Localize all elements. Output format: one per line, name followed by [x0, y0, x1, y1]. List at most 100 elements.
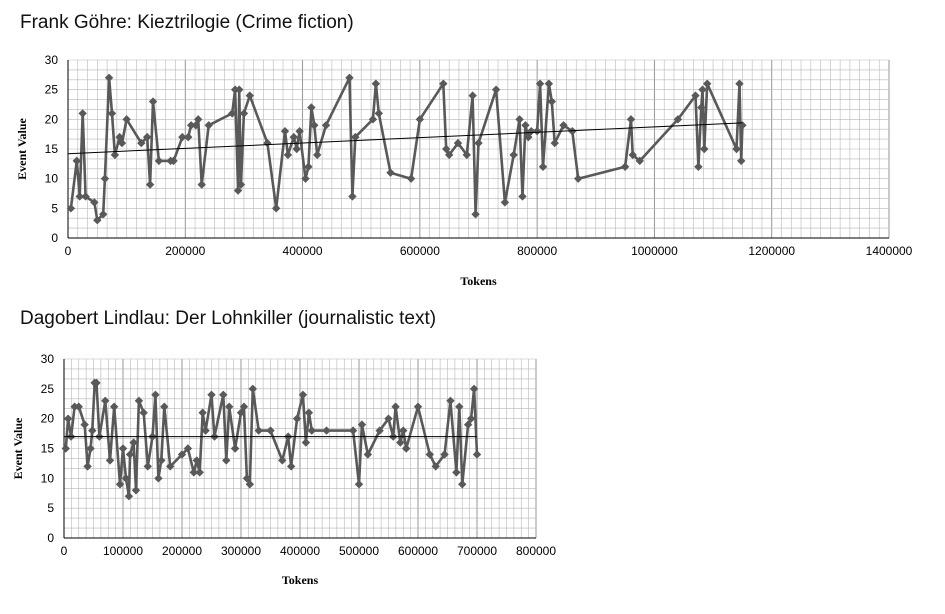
chart2-y-tick-label: 15 [41, 442, 55, 456]
chart1-data-point [462, 150, 471, 160]
chart2-x-tick-label: 100000 [103, 544, 143, 558]
chart2-x-tick-label: 600000 [398, 544, 438, 558]
chart2-data-point [245, 480, 255, 489]
chart1-data-point [292, 144, 301, 154]
chart2-data-point [101, 396, 110, 405]
chart2-data-point [348, 426, 358, 435]
chart2-x-tick-label: 0 [61, 544, 68, 558]
chart2-data-point [472, 450, 482, 459]
chart1-data-point [491, 85, 501, 94]
chart1-data-point [515, 115, 524, 124]
chart2-y-tick-label: 0 [47, 531, 54, 545]
chart2-data-point [201, 426, 210, 435]
chart2-data-point [354, 480, 364, 489]
chart2-x-tick-label: 300000 [221, 544, 261, 558]
chart2-data-point [225, 402, 234, 411]
chart2-x-tick-label: 400000 [280, 544, 320, 558]
chart1-data-point [115, 132, 124, 142]
chart2-data-point [384, 414, 393, 423]
chart1-data-point [527, 127, 536, 136]
chart1-data-point [509, 150, 518, 160]
chart2-data-point [125, 450, 135, 459]
chart1-data-point [524, 132, 533, 142]
chart2-data-point [121, 474, 131, 483]
chart1-data-point [197, 180, 206, 189]
chart1-data-point [538, 162, 548, 171]
chart2-data-point [375, 426, 384, 435]
chart1-data-point [453, 138, 463, 148]
chart1-data-point [169, 156, 178, 166]
chart2-data-point [440, 450, 449, 459]
chart1-data-point [184, 132, 193, 142]
chart2-data-point [239, 402, 249, 411]
chart2-data-point [131, 486, 141, 495]
chart1-data-point [307, 103, 316, 112]
chart2-data-point [242, 474, 252, 483]
chart1-data-point [439, 79, 448, 88]
chart1-data-point [239, 109, 249, 118]
chart2-data-point [195, 468, 204, 477]
chart1-data-point [532, 127, 542, 136]
chart1-data-point [444, 150, 454, 160]
chart2-data-point [230, 444, 240, 453]
chart2-data-point [413, 402, 423, 411]
chart1-data-point [283, 150, 293, 160]
chart1-data-point [406, 174, 416, 183]
chart1-x-tick-label: 200000 [165, 244, 205, 258]
chart1-x-tick-label: 1400000 [866, 244, 913, 258]
chart2-y-tick-label: 5 [47, 501, 54, 515]
chart2-y-tick-label: 10 [41, 471, 55, 485]
chart1-x-tick-label: 600000 [400, 244, 440, 258]
chart2-data-point [151, 390, 160, 399]
chart2-data-point [425, 450, 434, 459]
chart1-data-point [348, 192, 357, 201]
chart1-data-point [535, 79, 545, 88]
chart1-data-point [72, 156, 81, 166]
chart1-x-tick-label: 400000 [283, 244, 323, 258]
chart1-data-point [550, 138, 559, 148]
chart1-data-point [178, 132, 187, 142]
chart2-data-point [452, 468, 461, 477]
chart2-data-point [177, 450, 187, 459]
chart1-data-point [154, 156, 164, 166]
chart1-data-point [66, 204, 76, 213]
chart1-data-point [228, 109, 237, 118]
chart2-data-point [63, 414, 73, 423]
chart1-data-point [78, 109, 87, 118]
chart2-data-point [222, 456, 231, 465]
chart2-y-axis-label: Event Value [11, 417, 25, 479]
chart1-data-point [386, 168, 395, 177]
chart1-data-point [697, 103, 706, 112]
chart2-data-point [139, 408, 148, 417]
chart1-x-tick-label: 0 [65, 244, 72, 258]
chart1-data-point [186, 121, 196, 130]
chart2-data-point [463, 420, 473, 429]
chart2-data-point [219, 390, 228, 399]
chart1-data-point [559, 121, 568, 130]
chart2-data-point [183, 444, 193, 453]
chart2-data-point [402, 444, 411, 453]
chart2-data-point [88, 426, 97, 435]
chart2-data-point [396, 438, 405, 447]
chart1-trendline [67, 122, 743, 155]
chart1-data-point [351, 132, 360, 142]
chart2-data-point [391, 402, 400, 411]
chart1-data-point [700, 144, 709, 154]
chart1-data-point [191, 121, 201, 130]
chart2-data-point [198, 408, 207, 417]
chart-title-1: Frank Göhre: Kieztrilogie (Crime fiction… [20, 12, 354, 33]
chart2-data-point [304, 408, 314, 417]
chart1-data-point [280, 127, 290, 136]
chart2-x-tick-label: 700000 [457, 544, 497, 558]
chart2-data-point [431, 462, 440, 471]
chart1-y-tick-label: 20 [45, 112, 59, 126]
chart1-data-point [295, 127, 304, 136]
chart1-data-point [442, 144, 451, 154]
chart2-y-tick-label: 30 [41, 352, 55, 366]
chart1-data-point [415, 115, 425, 124]
chart1-data-point [104, 73, 114, 82]
chart2-x-tick-label: 500000 [339, 544, 379, 558]
chart1-data-point [233, 186, 243, 195]
chart2-data-point [92, 378, 101, 388]
